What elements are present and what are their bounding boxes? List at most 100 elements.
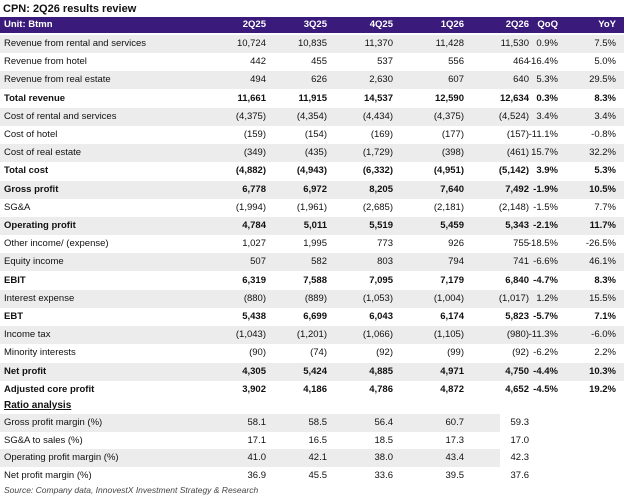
table-cell: -1.5% (533, 201, 558, 213)
table-cell: 7,492 (505, 183, 529, 195)
table-cell: 6,778 (242, 183, 266, 195)
table-cell: (1,066) (362, 329, 393, 341)
table-row: Interest expense (880) (889) (1,053) (1,004)… (0, 289, 624, 308)
table-cell: 3,902 (242, 383, 266, 395)
ratio-cell: 38.0 (374, 452, 394, 463)
table-cell: (880) (243, 292, 266, 304)
row-label: Operating profit (4, 220, 76, 231)
table-cell: (2,181) (433, 201, 464, 213)
table-cell: -4.4% (533, 365, 558, 377)
table-cell: (1,729) (362, 147, 393, 159)
ratio-cell: 60.7 (445, 417, 465, 428)
table-cell: 11,530 (500, 38, 529, 49)
table-cell: -16.4% (527, 56, 558, 68)
table-cell: (1,053) (362, 292, 393, 304)
table-cell: -1.9% (533, 183, 558, 195)
table-cell: 7,179 (440, 274, 464, 286)
table-cell: -2.1% (533, 220, 558, 231)
table-cell: 8,205 (369, 183, 393, 195)
table-cell: (398) (441, 147, 464, 159)
table-cell: 5,424 (303, 365, 327, 377)
table-cell: 5,823 (505, 311, 529, 322)
unit-label: Unit: Btmn (4, 19, 53, 30)
table-cell: 5,519 (369, 220, 393, 231)
table-row: Income tax (1,043) (1,201) (1,066) (1,105) (9… (0, 326, 624, 345)
table-cell: -6.6% (533, 256, 558, 268)
table-cell: (4,882) (235, 165, 266, 177)
ratio-cell: 39.5 (445, 469, 465, 481)
ratio-row: SG&A to sales (%) 17.1 16.5 18.5 17.3 17.0 (0, 432, 529, 450)
table-cell: 607 (448, 74, 464, 86)
table-cell: 11,661 (237, 92, 266, 104)
table-cell: (2,685) (362, 201, 393, 213)
table-cell: 6,840 (505, 274, 529, 286)
table-cell: 11,915 (298, 92, 327, 104)
table-cell: 19.2% (589, 383, 616, 395)
table-cell: 11.7% (589, 220, 616, 231)
page-title: CPN: 2Q26 results review (3, 3, 137, 15)
ratio-cell: 42.1 (308, 452, 328, 463)
table-cell: 7,640 (440, 183, 464, 195)
row-label: SG&A (4, 201, 31, 213)
table-cell: 10.5% (589, 183, 616, 195)
table-cell: 741 (513, 256, 529, 268)
row-label: Total revenue (4, 92, 66, 104)
table-cell: (92) (512, 347, 529, 359)
table-row: Minority interests (90) (74) (92) (99) (92) -6… (0, 344, 624, 362)
table-cell: 15.5% (589, 292, 616, 304)
row-label: Income tax (4, 329, 51, 341)
table-cell: -6.0% (591, 329, 616, 341)
table-cell: (159) (243, 129, 266, 140)
table-cell: (1,043) (235, 329, 266, 341)
table-cell: (154) (304, 129, 327, 140)
table-cell: 794 (448, 256, 464, 268)
table-row: Revenue from rental and services 10,724 10… (0, 35, 624, 53)
table-cell: -4.5% (533, 383, 558, 395)
row-label: Minority interests (4, 347, 76, 359)
table-cell: 3.4% (536, 110, 558, 122)
table-cell: (157) (506, 129, 529, 140)
table-cell: 803 (377, 256, 393, 268)
table-cell: 7,095 (369, 274, 393, 286)
table-cell: 11,370 (364, 38, 393, 49)
ratio-cell: 41.0 (247, 452, 267, 463)
table-cell: 626 (311, 74, 327, 86)
ratio-label: Operating profit margin (%) (4, 452, 119, 463)
table-cell: 32.2% (589, 147, 616, 159)
table-cell: 2.2% (594, 347, 616, 359)
table-cell: 6,043 (369, 311, 393, 322)
row-label: Adjusted core profit (4, 383, 95, 395)
row-label: Revenue from hotel (4, 56, 87, 68)
table-cell: 5,459 (440, 220, 464, 231)
table-cell: 3.4% (594, 110, 616, 122)
ratio-label: Gross profit margin (%) (4, 417, 103, 428)
table-cell: 4,186 (303, 383, 327, 395)
ratio-row: Operating profit margin (%) 41.0 42.1 38.0 4… (0, 449, 529, 467)
ratio-cell: 18.5 (374, 434, 394, 446)
row-label: Revenue from rental and services (4, 38, 147, 49)
table-cell: (74) (310, 347, 327, 359)
ratio-label: SG&A to sales (%) (4, 434, 83, 446)
ratio-row: Gross profit margin (%) 58.1 58.5 56.4 60.7 5… (0, 414, 529, 432)
table-cell: 29.5% (589, 74, 616, 86)
table-cell: (4,524) (498, 110, 529, 122)
table-cell: 464 (513, 56, 529, 68)
table-row: Revenue from hotel 442 455 537 556 464 -16.4% 5… (0, 53, 624, 71)
table-cell: 455 (311, 56, 327, 68)
table-cell: (92) (376, 347, 393, 359)
row-label: Equity income (4, 256, 64, 268)
table-cell: (461) (506, 147, 529, 159)
table-cell: (4,951) (433, 165, 464, 177)
table-cell: (4,375) (235, 110, 266, 122)
ratio-cell: 42.3 (510, 452, 530, 463)
table-cell: -6.2% (533, 347, 558, 359)
table-cell: 4,784 (242, 220, 266, 231)
row-label: Interest expense (4, 292, 75, 304)
row-label: Other income/ (expense) (4, 238, 109, 250)
table-cell: 5,438 (242, 311, 266, 322)
table-row: Operating profit 4,784 5,011 5,519 5,459 5,34… (0, 217, 624, 235)
table-cell: 1,027 (242, 238, 266, 250)
table-cell: 12,590 (434, 92, 464, 104)
table-cell: 10,724 (236, 38, 266, 49)
table-cell: (169) (370, 129, 393, 140)
